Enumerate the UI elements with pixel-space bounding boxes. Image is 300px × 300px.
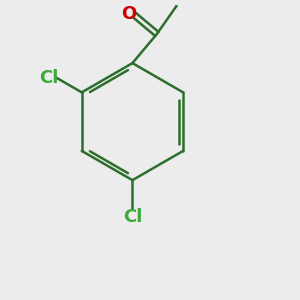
Text: Cl: Cl [123, 208, 142, 226]
Text: O: O [122, 5, 137, 23]
Text: Cl: Cl [39, 69, 59, 87]
